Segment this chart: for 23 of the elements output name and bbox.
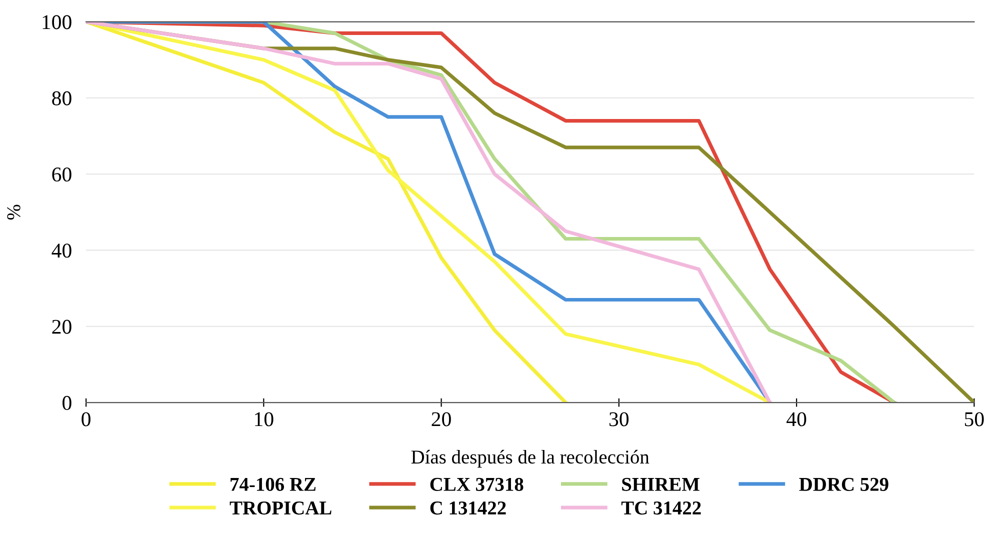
line-series — [86, 22, 568, 403]
y-tick-label: 80 — [52, 91, 72, 106]
legend-label: TC 31422 — [621, 502, 701, 515]
legend-label: DDRC 529 — [799, 478, 888, 491]
y-tick-label: 20 — [52, 320, 72, 334]
legend-label: SHIREM — [622, 478, 700, 491]
x-tick-label: 50 — [964, 412, 984, 426]
y-tick-label: 0 — [62, 396, 72, 410]
x-tick-label: 10 — [255, 412, 274, 426]
y-tick-label: 60 — [52, 167, 72, 182]
y-tick-label: 100 — [42, 15, 72, 30]
legend-label: 74-106 RZ — [230, 478, 316, 491]
legend-label: C 131422 — [430, 502, 506, 515]
line-series — [86, 22, 772, 403]
x-tick-label: 30 — [609, 412, 629, 426]
y-tick-label: 40 — [52, 244, 72, 258]
x-tick-label: 0 — [82, 412, 90, 426]
x-tick-label: 20 — [432, 412, 451, 426]
x-tick-label: 40 — [786, 412, 806, 426]
legend-label: TROPICAL — [230, 502, 332, 515]
y-axis-title: % — [7, 204, 20, 220]
x-axis-title: Días después de la recolección — [411, 450, 650, 468]
legend-label: CLX 37318 — [430, 478, 524, 491]
